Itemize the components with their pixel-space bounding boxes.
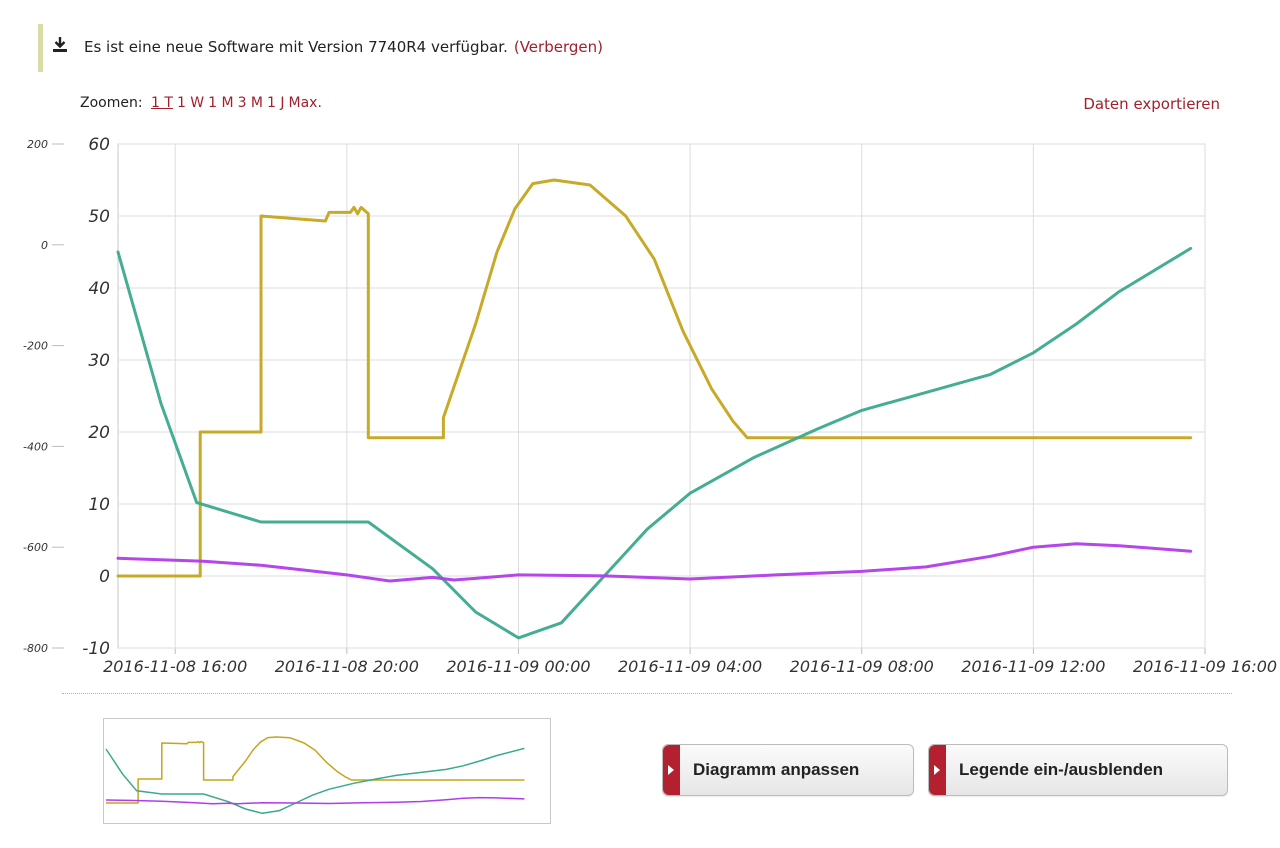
zoom-option[interactable]: 1 J (267, 95, 285, 111)
plot-area (117, 143, 1206, 649)
navigator-series-1 (106, 736, 525, 804)
y-tick-label: 60 (88, 135, 110, 155)
y2-tick-label: -800 (23, 642, 48, 655)
adjust-chart-button[interactable]: Diagramm anpassen (662, 744, 914, 796)
series-line-3 (116, 542, 1193, 583)
x-tick-label: 2016-11-09 04:00 (618, 657, 762, 676)
hide-notice-link[interactable]: (Verbergen) (513, 38, 603, 56)
y2-tick-label: -600 (23, 541, 48, 554)
divider (62, 693, 1232, 694)
x-tick-label: 2016-11-09 12:00 (961, 657, 1105, 676)
x-tick-label: 2016-11-08 20:00 (275, 657, 419, 676)
update-notice: Es ist eine neue Software mit Version 77… (38, 24, 838, 72)
navigator-series-2 (105, 747, 525, 815)
arrow-right-icon (929, 745, 946, 795)
export-data-link[interactable]: Daten exportieren (1083, 95, 1220, 113)
download-icon (53, 37, 67, 52)
y-tick-label: 40 (88, 279, 110, 299)
x-tick-label: 2016-11-09 00:00 (446, 657, 590, 676)
zoom-option[interactable]: 1 T (151, 95, 173, 111)
y-tick-label: -10 (82, 639, 110, 659)
zoom-option[interactable]: Max. (288, 95, 322, 111)
zoom-option[interactable]: 3 M (237, 95, 264, 111)
y-tick-label: 30 (88, 351, 110, 371)
x-tick-label: 2016-11-09 08:00 (790, 657, 934, 676)
notice-message: Es ist eine neue Software mit Version 77… (84, 38, 508, 56)
notice-accent-bar (38, 24, 43, 72)
zoom-option[interactable]: 1 M (208, 95, 234, 111)
arrow-right-icon (663, 745, 680, 795)
zoom-label: Zoomen: (80, 95, 143, 111)
toggle-legend-button[interactable]: Legende ein-/ausblenden (928, 744, 1228, 796)
y2-tick-label: 200 (27, 138, 48, 151)
y2-tick-label: -400 (23, 440, 48, 453)
y2-tick-label: -200 (23, 340, 48, 353)
series-line-2 (116, 246, 1193, 640)
chart-navigator[interactable] (103, 718, 551, 824)
navigator-series-3 (105, 796, 525, 805)
line-chart: 2016-11-08 16:00 2016-11-08 20:00 2016-11-… (23, 135, 1277, 676)
series-line-1 (116, 178, 1193, 578)
x-tick-label: 2016-11-09 16:00 (1133, 657, 1277, 676)
adjust-chart-label: Diagramm anpassen (693, 760, 860, 779)
y-tick-label: 50 (88, 207, 110, 227)
y-tick-label: 10 (88, 495, 110, 515)
navigator-chart (105, 736, 525, 815)
y-tick-label: 0 (99, 567, 110, 587)
toggle-legend-label: Legende ein-/ausblenden (959, 760, 1164, 779)
zoom-option[interactable]: 1 W (176, 95, 205, 111)
x-tick-label: 2016-11-08 16:00 (103, 657, 247, 676)
y-tick-label: 20 (88, 423, 110, 443)
y2-tick-label: 0 (41, 239, 48, 252)
notice-text: Es ist eine neue Software mit Version 77… (84, 38, 603, 56)
